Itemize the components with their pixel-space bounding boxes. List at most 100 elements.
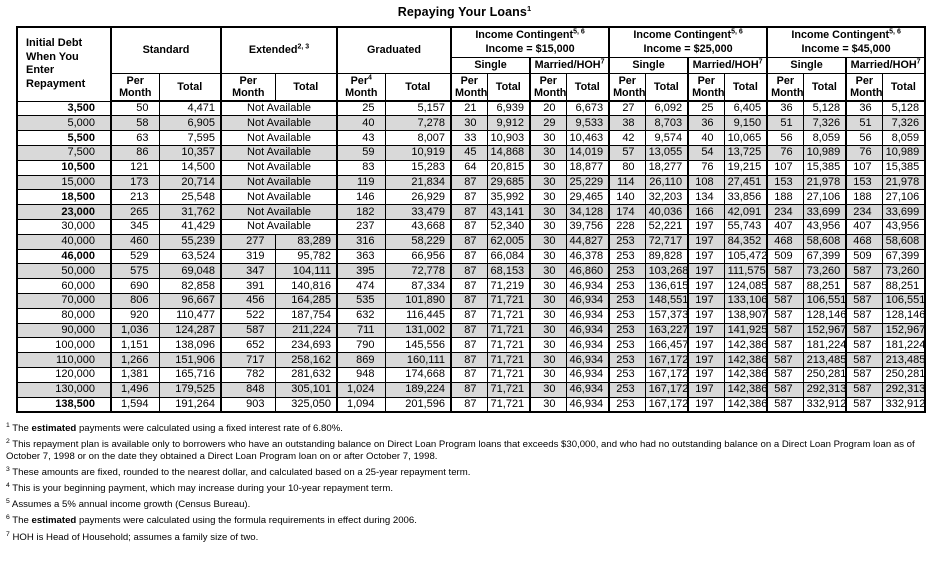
data-cell: 87 bbox=[450, 322, 488, 339]
col-header-extended: Extended2, 3 bbox=[220, 26, 339, 74]
data-cell: 529 bbox=[110, 248, 160, 265]
table-row: 30,000 345 41,429 Not Available 237 43,668 87 5… bbox=[16, 219, 927, 235]
data-cell: 40,036 bbox=[644, 204, 690, 221]
col-header-total-extended: Total bbox=[274, 72, 339, 103]
table-row: 90,000 1,036 124,287 587 211,224 711 131,002 87… bbox=[16, 322, 927, 339]
data-cell: 71,721 bbox=[486, 307, 532, 324]
footnotes: 1 The estimated payments were calculated… bbox=[6, 422, 929, 543]
data-cell: 131,002 bbox=[384, 322, 453, 339]
col-header-per-month-extended: Per Month bbox=[220, 72, 276, 103]
data-cell: 407 bbox=[766, 219, 804, 235]
data-cell: 587 bbox=[766, 337, 804, 354]
data-cell: 151,906 bbox=[158, 352, 223, 368]
income-contingent-label: Income Contingent5, 6 bbox=[791, 28, 901, 42]
data-cell: 71,219 bbox=[486, 278, 532, 295]
data-cell: 25,229 bbox=[565, 174, 611, 191]
col-header-total-ic25000-married: Total bbox=[723, 72, 769, 103]
col-header-single-45000: Single bbox=[766, 56, 848, 74]
debt-cell: 120,000 bbox=[16, 367, 112, 383]
debt-cell: 40,000 bbox=[16, 233, 112, 250]
data-cell: 124,085 bbox=[723, 278, 769, 295]
data-cell: 25 bbox=[687, 100, 725, 117]
data-cell: 347 bbox=[220, 263, 276, 280]
col-header-total-ic45000-single: Total bbox=[802, 72, 848, 103]
data-cell: 55,743 bbox=[723, 219, 769, 235]
data-cell: 56 bbox=[845, 130, 883, 147]
footnote: 4 This is your beginning payment, which … bbox=[6, 481, 394, 495]
data-cell: 58,608 bbox=[881, 233, 927, 250]
data-cell: 157,373 bbox=[644, 307, 690, 324]
data-cell: 395 bbox=[336, 263, 386, 280]
data-cell: 72,717 bbox=[644, 233, 690, 250]
data-cell: 30 bbox=[529, 130, 567, 147]
data-cell: 188 bbox=[845, 189, 883, 206]
debt-cell: 18,500 bbox=[16, 189, 112, 206]
data-cell: 71,721 bbox=[486, 367, 532, 383]
data-cell: 265 bbox=[110, 204, 160, 221]
data-cell: 30 bbox=[450, 115, 488, 132]
standard-label: Standard bbox=[142, 44, 190, 57]
footnote: 6 The estimated payments were calculated… bbox=[6, 514, 417, 527]
data-cell: 87 bbox=[450, 337, 488, 354]
data-cell: 332,912 bbox=[881, 396, 927, 413]
data-cell: 790 bbox=[336, 337, 386, 354]
data-cell: 108 bbox=[687, 174, 725, 191]
data-cell: 587 bbox=[845, 367, 883, 383]
data-cell: 782 bbox=[220, 367, 276, 383]
data-cell: 1,496 bbox=[110, 381, 160, 398]
data-cell: 32,203 bbox=[644, 189, 690, 206]
data-cell: 848 bbox=[220, 381, 276, 398]
data-cell: 15,385 bbox=[881, 159, 927, 176]
data-cell: 51 bbox=[766, 115, 804, 132]
table-row: 15,000 173 20,714 Not Available 119 21,834 87 2… bbox=[16, 174, 927, 191]
data-cell: 54 bbox=[687, 145, 725, 161]
data-cell: 6,905 bbox=[158, 115, 223, 132]
data-cell: 869 bbox=[336, 352, 386, 368]
data-cell: 14,868 bbox=[486, 145, 532, 161]
data-cell: 1,381 bbox=[110, 367, 160, 383]
data-cell: 87 bbox=[450, 396, 488, 413]
data-cell: 46,934 bbox=[565, 307, 611, 324]
data-cell: 30 bbox=[529, 278, 567, 295]
data-cell: 67,399 bbox=[802, 248, 848, 265]
data-cell: 69,048 bbox=[158, 263, 223, 280]
data-cell: 5,157 bbox=[384, 100, 453, 117]
debt-cell: 100,000 bbox=[16, 337, 112, 354]
debt-cell: 23,000 bbox=[16, 204, 112, 221]
col-header-total-graduated: Total bbox=[384, 72, 453, 103]
data-cell: 46,934 bbox=[565, 367, 611, 383]
table-row: 18,500 213 25,548 Not Available 146 26,929 87 3… bbox=[16, 189, 927, 206]
data-cell: 119 bbox=[336, 174, 386, 191]
data-cell: 197 bbox=[687, 219, 725, 235]
data-cell: 46,934 bbox=[565, 278, 611, 295]
debt-cell: 3,500 bbox=[16, 100, 112, 117]
data-cell: 10,357 bbox=[158, 145, 223, 161]
data-cell: 806 bbox=[110, 293, 160, 309]
data-cell: 71,721 bbox=[486, 322, 532, 339]
data-cell: 325,050 bbox=[274, 396, 339, 413]
col-header-per-month-ic45000-single: Per Month bbox=[766, 72, 804, 103]
data-cell: 46,860 bbox=[565, 263, 611, 280]
data-cell: 509 bbox=[766, 248, 804, 265]
data-cell: 30 bbox=[529, 145, 567, 161]
data-cell: 7,326 bbox=[802, 115, 848, 132]
income-level-label: Income = $45,000 bbox=[801, 43, 891, 56]
data-cell: 43,141 bbox=[486, 204, 532, 221]
data-cell: 30 bbox=[529, 219, 567, 235]
data-cell: 197 bbox=[687, 396, 725, 413]
data-cell: 87 bbox=[450, 263, 488, 280]
table-row: 10,500 121 14,500 Not Available 83 15,283 64 20… bbox=[16, 159, 927, 176]
data-cell: 46,934 bbox=[565, 381, 611, 398]
data-cell: 652 bbox=[220, 337, 276, 354]
data-cell: 87 bbox=[450, 352, 488, 368]
data-cell: 87 bbox=[450, 204, 488, 221]
data-cell: 1,024 bbox=[336, 381, 386, 398]
data-cell: 87 bbox=[450, 278, 488, 295]
col-header-total-ic45000-married: Total bbox=[881, 72, 927, 103]
data-cell: 197 bbox=[687, 263, 725, 280]
data-cell: 587 bbox=[766, 352, 804, 368]
data-cell: 18,277 bbox=[644, 159, 690, 176]
data-cell: 87 bbox=[450, 248, 488, 265]
data-cell: 106,551 bbox=[802, 293, 848, 309]
data-cell: 174,668 bbox=[384, 367, 453, 383]
